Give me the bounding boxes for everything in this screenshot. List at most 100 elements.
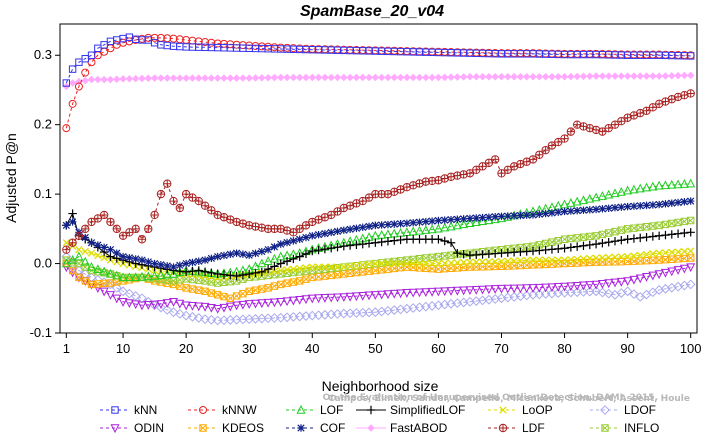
data-point-lof (471, 217, 481, 227)
data-point-fastabod (194, 74, 203, 82)
data-point-cof (277, 240, 285, 248)
data-point-lof (105, 268, 115, 278)
x-tick-label: 10 (116, 341, 130, 356)
data-point-simplifiedlof (572, 242, 582, 251)
data-point-inflo (213, 279, 222, 287)
data-point-knn (68, 65, 77, 73)
data-point-lof (446, 221, 456, 231)
data-point-knnw (163, 34, 172, 43)
data-point-fastabod (119, 75, 127, 83)
data-point-odin (654, 270, 664, 280)
legend-item-odin: ODIN (100, 421, 164, 434)
data-point-loop (453, 259, 461, 267)
data-point-cof (245, 251, 253, 259)
data-point-simplifiedlof (326, 243, 336, 253)
data-point-loop (516, 256, 525, 265)
legend-item-cof: COF (286, 421, 345, 434)
data-point-loop (478, 258, 487, 266)
data-point-fastabod (384, 73, 392, 82)
data-point-cof (201, 256, 209, 264)
data-point-odin (301, 295, 311, 305)
data-point-fastabod (611, 72, 619, 80)
data-point-fastabod (510, 73, 518, 81)
data-point-loop (579, 255, 588, 263)
data-point-fastabod (289, 73, 298, 82)
data-point-loop (642, 250, 651, 259)
data-point-inflo (686, 216, 695, 225)
data-point-odin (496, 284, 507, 294)
data-point-fastabod (358, 73, 367, 82)
x-tick-label: 80 (557, 341, 571, 356)
x-tick-label: 1 (63, 341, 70, 356)
data-point-fastabod (163, 74, 171, 82)
data-point-fastabod (655, 72, 663, 80)
data-point-ldf (238, 219, 248, 228)
data-point-cof (453, 215, 462, 223)
legend-label-kdeos: KDEOS (222, 421, 264, 434)
data-point-lof (194, 266, 204, 276)
data-point-cof (113, 249, 121, 257)
data-point-loop (415, 259, 424, 268)
data-point-kdeos (655, 256, 663, 264)
data-point-odin (175, 299, 185, 309)
data-point-ldf (490, 155, 500, 164)
data-point-inflo (516, 243, 525, 252)
data-point-lof (673, 179, 683, 189)
data-point-odin (295, 295, 305, 305)
data-point-lof (408, 226, 418, 236)
data-point-cof (68, 218, 77, 226)
data-point-kdeos (403, 263, 411, 271)
data-point-odin (370, 291, 380, 300)
data-point-kdeos (346, 269, 354, 277)
data-point-simplifiedlof (245, 269, 254, 279)
data-point-cof (169, 263, 178, 271)
data-point-kdeos (283, 279, 291, 287)
data-point-kdeos (277, 280, 285, 289)
data-point-lof (667, 179, 677, 189)
data-point-fastabod (422, 73, 430, 82)
data-point-ldf (68, 238, 77, 247)
data-point-simplifiedlof (598, 238, 607, 248)
data-point-odin (232, 301, 242, 311)
data-point-fastabod (157, 74, 165, 82)
data-point-ldf (680, 90, 689, 100)
data-point-loop (277, 266, 285, 275)
data-point-simplifiedlof (377, 237, 386, 247)
data-point-odin (446, 287, 456, 296)
data-point-fastabod (617, 72, 626, 80)
data-point-simplifiedlof (352, 240, 361, 250)
data-point-lof (484, 215, 494, 225)
data-point-simplifiedlof (459, 249, 468, 259)
data-point-simplifiedlof (680, 228, 689, 238)
data-point-odin (257, 299, 267, 309)
data-point-inflo (617, 226, 626, 234)
data-point-odin (459, 286, 469, 296)
series-knn (62, 33, 695, 87)
data-point-fastabod (169, 74, 178, 82)
data-point-lof (257, 258, 267, 268)
data-point-lof (616, 186, 626, 196)
y-tick-label: 0.3 (34, 47, 52, 62)
data-point-ldf (560, 134, 569, 143)
data-point-loop (668, 248, 676, 256)
data-point-fastabod (201, 74, 209, 82)
data-point-ldf (163, 179, 172, 188)
data-point-loop (636, 251, 644, 259)
data-point-odin (635, 274, 645, 284)
data-point-odin (93, 284, 103, 293)
data-point-ldf (535, 150, 544, 159)
series-ldf (62, 89, 695, 254)
data-point-inflo (573, 234, 581, 242)
data-point-lof (648, 181, 658, 191)
data-point-fastabod (396, 73, 405, 82)
data-point-odin (150, 300, 160, 310)
data-point-cof (516, 211, 525, 220)
data-point-fastabod (491, 73, 499, 81)
data-point-odin (169, 298, 179, 307)
data-point-odin (679, 264, 689, 274)
data-point-cof (213, 252, 222, 261)
data-point-cof (352, 224, 361, 232)
data-point-loop (554, 256, 562, 264)
data-point-knnw (169, 34, 178, 43)
data-point-fastabod (232, 74, 241, 82)
